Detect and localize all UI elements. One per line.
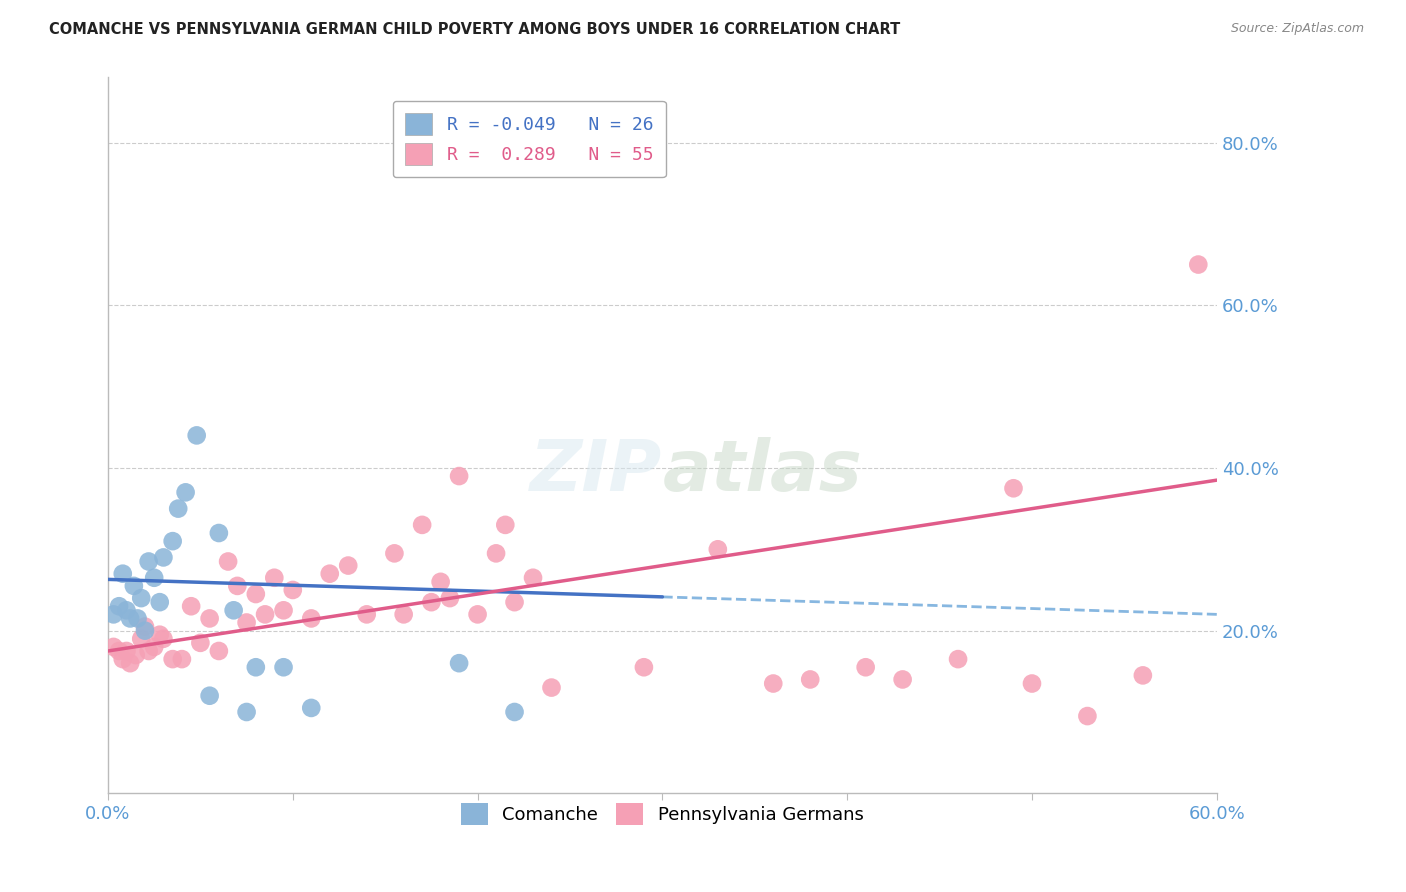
Point <box>129 632 152 646</box>
Point <box>149 628 172 642</box>
Point <box>522 571 544 585</box>
Point <box>162 652 184 666</box>
Point <box>707 542 730 557</box>
Point <box>235 705 257 719</box>
Point <box>170 652 193 666</box>
Point <box>429 574 451 589</box>
Point <box>946 652 969 666</box>
Point <box>180 599 202 614</box>
Point <box>143 640 166 654</box>
Point <box>111 566 134 581</box>
Point <box>273 603 295 617</box>
Point <box>799 673 821 687</box>
Point <box>855 660 877 674</box>
Point <box>120 611 142 625</box>
Point <box>392 607 415 622</box>
Point <box>115 603 138 617</box>
Point <box>384 546 406 560</box>
Point <box>1002 481 1025 495</box>
Point <box>245 587 267 601</box>
Text: Source: ZipAtlas.com: Source: ZipAtlas.com <box>1230 22 1364 36</box>
Point <box>1187 258 1209 272</box>
Point <box>235 615 257 630</box>
Point <box>120 656 142 670</box>
Text: COMANCHE VS PENNSYLVANIA GERMAN CHILD POVERTY AMONG BOYS UNDER 16 CORRELATION CH: COMANCHE VS PENNSYLVANIA GERMAN CHILD PO… <box>49 22 900 37</box>
Legend: Comanche, Pennsylvania Germans: Comanche, Pennsylvania Germans <box>451 795 873 834</box>
Point <box>125 648 148 662</box>
Point <box>1021 676 1043 690</box>
Point <box>208 644 231 658</box>
Point <box>485 546 508 560</box>
Point <box>263 571 285 585</box>
Point <box>198 689 221 703</box>
Point <box>633 660 655 674</box>
Point <box>152 632 174 646</box>
Point <box>134 619 156 633</box>
Point <box>449 469 471 483</box>
Point <box>1132 668 1154 682</box>
Point <box>891 673 914 687</box>
Point <box>337 558 360 573</box>
Point <box>494 517 516 532</box>
Point <box>111 652 134 666</box>
Point <box>222 603 245 617</box>
Point <box>127 611 149 625</box>
Point <box>540 681 562 695</box>
Text: atlas: atlas <box>662 437 862 506</box>
Point <box>281 582 304 597</box>
Point <box>103 607 125 622</box>
Point <box>503 595 526 609</box>
Point <box>108 644 131 658</box>
Point <box>319 566 342 581</box>
Point <box>122 579 145 593</box>
Point <box>449 656 471 670</box>
Point <box>411 517 433 532</box>
Point <box>190 636 212 650</box>
Point <box>1076 709 1098 723</box>
Point <box>143 571 166 585</box>
Point <box>254 607 277 622</box>
Point <box>273 660 295 674</box>
Point <box>208 526 231 541</box>
Point <box>217 554 239 568</box>
Point <box>186 428 208 442</box>
Point <box>174 485 197 500</box>
Point <box>420 595 443 609</box>
Point <box>226 579 249 593</box>
Point <box>467 607 489 622</box>
Point <box>439 591 461 606</box>
Point <box>162 534 184 549</box>
Point <box>503 705 526 719</box>
Point <box>138 644 160 658</box>
Point <box>115 644 138 658</box>
Point <box>762 676 785 690</box>
Point <box>138 554 160 568</box>
Point <box>103 640 125 654</box>
Point <box>152 550 174 565</box>
Point <box>299 611 322 625</box>
Point <box>356 607 378 622</box>
Point <box>198 611 221 625</box>
Point <box>299 701 322 715</box>
Point <box>167 501 190 516</box>
Point <box>129 591 152 606</box>
Point <box>134 624 156 638</box>
Point <box>245 660 267 674</box>
Text: ZIP: ZIP <box>530 437 662 506</box>
Point <box>149 595 172 609</box>
Point <box>108 599 131 614</box>
